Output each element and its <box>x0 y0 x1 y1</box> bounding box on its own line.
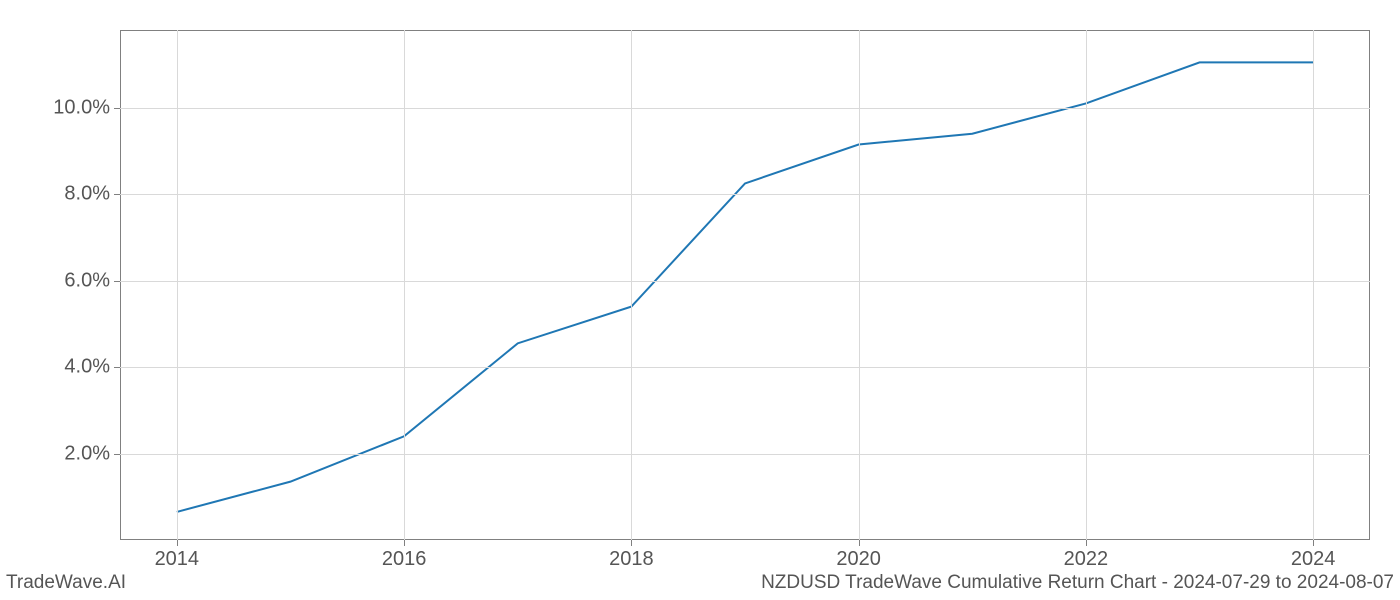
y-tick-mark <box>114 367 120 368</box>
y-tick-label: 8.0% <box>64 183 110 206</box>
grid-line-vertical <box>177 30 178 540</box>
x-tick-mark <box>404 540 405 546</box>
chart-container: 2014201620182020202220242.0%4.0%6.0%8.0%… <box>120 30 1370 540</box>
x-tick-label: 2024 <box>1291 548 1336 571</box>
grid-line-vertical <box>404 30 405 540</box>
y-tick-label: 4.0% <box>64 356 110 379</box>
footer-caption: NZDUSD TradeWave Cumulative Return Chart… <box>761 572 1394 594</box>
x-tick-mark <box>631 540 632 546</box>
x-tick-label: 2022 <box>1064 548 1109 571</box>
grid-line-vertical <box>1086 30 1087 540</box>
grid-line-vertical <box>1313 30 1314 540</box>
x-tick-label: 2020 <box>836 548 881 571</box>
grid-line-vertical <box>859 30 860 540</box>
grid-line-horizontal <box>120 108 1370 109</box>
x-tick-label: 2018 <box>609 548 654 571</box>
y-tick-mark <box>114 454 120 455</box>
grid-line-horizontal <box>120 454 1370 455</box>
grid-line-vertical <box>631 30 632 540</box>
y-tick-label: 10.0% <box>53 96 110 119</box>
data-line <box>177 62 1313 511</box>
y-tick-mark <box>114 194 120 195</box>
x-tick-mark <box>177 540 178 546</box>
y-tick-mark <box>114 108 120 109</box>
x-tick-label: 2014 <box>155 548 200 571</box>
grid-line-horizontal <box>120 367 1370 368</box>
y-tick-label: 2.0% <box>64 442 110 465</box>
grid-line-horizontal <box>120 281 1370 282</box>
y-tick-label: 6.0% <box>64 269 110 292</box>
x-tick-mark <box>1086 540 1087 546</box>
x-tick-mark <box>1313 540 1314 546</box>
x-tick-label: 2016 <box>382 548 427 571</box>
footer-brand: TradeWave.AI <box>6 572 126 594</box>
y-tick-mark <box>114 281 120 282</box>
x-tick-mark <box>859 540 860 546</box>
line-chart-svg <box>120 30 1370 540</box>
grid-line-horizontal <box>120 194 1370 195</box>
